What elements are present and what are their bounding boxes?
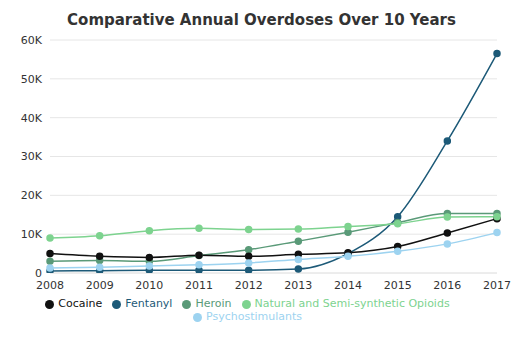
svg-text:2011: 2011 — [185, 279, 213, 292]
svg-text:2010: 2010 — [135, 279, 163, 292]
html-text:Heroin: Heroin — [195, 297, 232, 310]
svg-text:2016: 2016 — [433, 279, 461, 292]
svg-text:40K: 40K — [21, 112, 43, 125]
svg-text:10K: 10K — [21, 228, 43, 241]
svg-text:2009: 2009 — [86, 279, 114, 292]
svg-text:50K: 50K — [21, 73, 43, 86]
svg-text:0: 0 — [35, 267, 42, 280]
svg-text:2008: 2008 — [36, 279, 64, 292]
svg-text:2014: 2014 — [334, 279, 362, 292]
html-text:Natural and Semi-synthetic Opi: Natural and Semi-synthetic Opioids — [254, 297, 450, 310]
svg-text:2012: 2012 — [235, 279, 263, 292]
svg-text:60K: 60K — [21, 34, 43, 47]
html-text:Comparative Annual Overdoses O: Comparative Annual Overdoses Over 10 Yea… — [67, 11, 456, 29]
html-text:Cocaine: Cocaine — [58, 297, 103, 310]
html-text:Fentanyl: Fentanyl — [125, 297, 173, 310]
svg-text:2015: 2015 — [384, 279, 412, 292]
svg-text:30K: 30K — [21, 150, 43, 163]
svg-text:2017: 2017 — [483, 279, 511, 292]
svg-text:20K: 20K — [21, 189, 43, 202]
svg-text:2013: 2013 — [284, 279, 312, 292]
html-text:Psychostimulants: Psychostimulants — [206, 310, 302, 323]
